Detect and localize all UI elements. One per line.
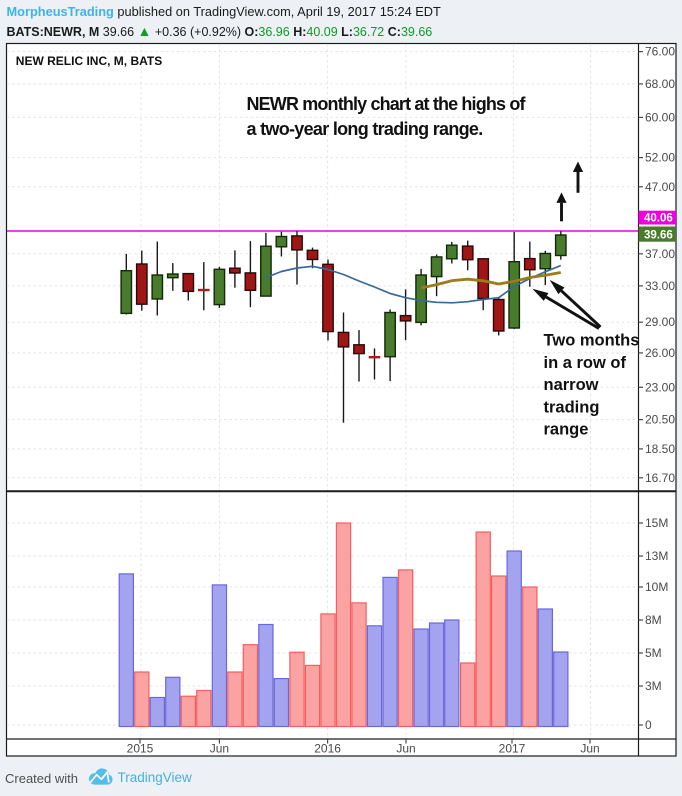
svg-text:Jun: Jun [396, 742, 415, 756]
svg-text:13M: 13M [645, 549, 668, 563]
svg-text:2015: 2015 [127, 742, 154, 756]
svg-text:47.00: 47.00 [645, 180, 675, 194]
svg-text:68.00: 68.00 [645, 77, 675, 91]
svg-text:Two months: Two months [544, 332, 640, 350]
svg-text:23.00: 23.00 [645, 380, 675, 394]
svg-text:8M: 8M [645, 613, 662, 627]
svg-text:52.00: 52.00 [645, 151, 675, 165]
svg-text:40.06: 40.06 [644, 213, 673, 225]
svg-text:trading: trading [544, 398, 600, 416]
svg-text:0: 0 [645, 718, 652, 732]
svg-text:20.50: 20.50 [645, 413, 675, 427]
svg-text:10M: 10M [645, 580, 668, 594]
svg-text:26.00: 26.00 [645, 346, 675, 360]
svg-text:60.00: 60.00 [645, 110, 675, 124]
svg-text:76.00: 76.00 [645, 45, 675, 59]
svg-text:Jun: Jun [580, 742, 599, 756]
svg-text:15M: 15M [645, 516, 668, 530]
svg-text:5M: 5M [645, 646, 662, 660]
svg-text:37.00: 37.00 [645, 247, 675, 261]
svg-text:16.70: 16.70 [645, 471, 675, 485]
svg-text:Jun: Jun [210, 742, 229, 756]
svg-text:range: range [544, 421, 589, 439]
svg-text:a two-year long trading range.: a two-year long trading range. [247, 119, 483, 139]
svg-text:18.50: 18.50 [645, 442, 675, 456]
svg-text:3M: 3M [645, 679, 662, 693]
svg-text:33.00: 33.00 [645, 279, 675, 293]
svg-text:NEW RELIC INC, M, BATS: NEW RELIC INC, M, BATS [16, 54, 162, 68]
svg-text:29.00: 29.00 [645, 315, 675, 329]
svg-text:2016: 2016 [314, 742, 341, 756]
svg-text:NEWR monthly chart at the high: NEWR monthly chart at the highs of [247, 94, 527, 114]
svg-text:39.66: 39.66 [644, 230, 673, 242]
svg-text:2017: 2017 [499, 742, 526, 756]
svg-text:in a row of: in a row of [544, 354, 627, 372]
svg-text:narrow: narrow [544, 376, 599, 394]
